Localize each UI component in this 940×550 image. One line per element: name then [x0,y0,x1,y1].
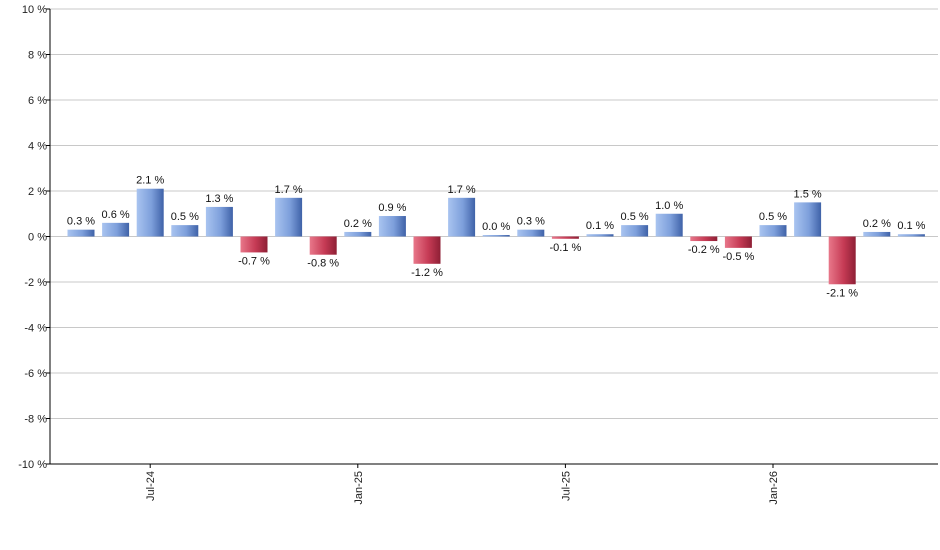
bar-value-label: 0.1 % [586,220,614,232]
bar [275,197,303,237]
bar [517,229,545,237]
y-axis-ticks: 10 % 8 % 6 % 4 % 2 % 0 % -2 % -4 % -6 % -8 % -10 % [18,4,50,471]
bar [448,197,476,237]
y-tick-label: -2 % [24,277,47,289]
bar-value-label: 0.5 % [171,211,199,223]
bar [378,216,406,237]
x-tick-label: Jul-24 [145,471,157,501]
x-tick-label: Jan-25 [353,471,365,505]
bar [828,236,856,285]
bar [621,225,649,237]
x-axis-ticks: Jul-24 Jan-25 Jul-25 Jan-26 [145,464,780,505]
bar [794,202,822,237]
bar [655,213,683,237]
bar [863,231,891,237]
bar-value-label: 1.3 % [205,193,233,205]
y-tick-label: -8 % [24,414,47,426]
y-tick-label: -10 % [18,459,47,471]
bar-value-label: 0.2 % [344,218,372,230]
bar [344,231,372,237]
bar-value-label: 1.7 % [448,184,476,196]
y-tick-label: 10 % [22,4,47,16]
bar-value-label: 0.3 % [517,216,545,228]
bars [67,188,925,285]
bar-value-label: 0.3 % [67,216,95,228]
bar [551,236,579,239]
bar-value-label: -2.1 % [826,287,858,299]
bar [724,236,752,248]
bar [240,236,268,253]
y-tick-label: -6 % [24,368,47,380]
bar [482,235,510,237]
bar-value-label: -0.7 % [238,255,270,267]
bar [102,222,130,237]
bar-value-label: 0.1 % [897,220,925,232]
y-tick-label: 6 % [28,95,47,107]
x-tick-label: Jan-26 [768,471,780,505]
bar-value-label: 0.6 % [102,209,130,221]
bar-value-label: 1.0 % [655,200,683,212]
bar-value-label: 0.9 % [378,202,406,214]
bar-value-label: -0.5 % [723,251,755,263]
bar [586,234,614,237]
bar [309,236,337,255]
bar-value-label: 0.5 % [759,211,787,223]
bar-value-label: 2.1 % [136,175,164,187]
bar-value-label: -0.1 % [550,242,582,254]
bar [413,236,441,264]
bar [67,229,95,237]
y-tick-label: 0 % [28,232,47,244]
x-tick-label: Jul-25 [560,471,572,501]
bar-value-label: 1.7 % [275,184,303,196]
bar [759,225,787,237]
data-labels: 0.3 % 0.6 % 2.1 % 0.5 % 1.3 % -0.7 % 1.7 % -0.8… [67,175,926,300]
bar-value-label: -0.2 % [688,244,720,256]
y-tick-label: -4 % [24,323,47,335]
bar-value-label: 0.2 % [863,218,891,230]
bar-value-label: 1.5 % [794,188,822,200]
y-tick-label: 2 % [28,186,47,198]
bar-value-label: -1.2 % [411,267,443,279]
bar [897,234,925,237]
y-tick-label: 4 % [28,141,47,153]
bar-value-label: 0.0 % [482,221,510,233]
bar-value-label: -0.8 % [307,258,339,270]
axes [49,9,938,465]
bar [171,225,199,237]
bar [690,236,718,242]
y-tick-label: 8 % [28,50,47,62]
bar [205,206,233,237]
bar-value-label: 0.5 % [621,211,649,223]
bar [136,188,164,237]
